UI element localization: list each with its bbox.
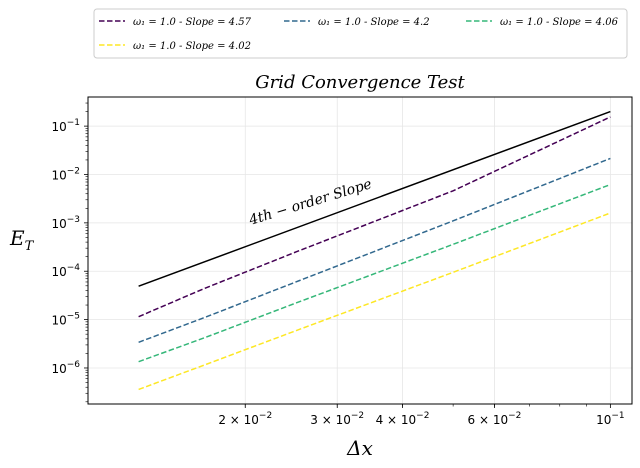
series-line-2 [138,157,611,343]
slope-annotation: 4th − order Slope [246,176,374,229]
series-line-4 [138,212,611,391]
legend-label-1: ω₁ = 1.0 - Slope = 4.57 [133,17,252,28]
legend: ω₁ = 1.0 - Slope = 4.57 ω₁ = 1.0 - Slope … [93,8,628,59]
y-tick-label: 10−4 [51,263,80,279]
series-line-3 [138,183,611,363]
legend-label-3: ω₁ = 1.0 - Slope = 4.06 [500,17,619,28]
x-tick-label: 4 × 10−2 [376,411,430,427]
y-tick-label: 10−5 [51,312,80,328]
plot-area: 4th − order Slope 10−6 10−5 10−4 10−3 10−2 10−… [51,96,633,427]
legend-label-4: ω₁ = 1.0 - Slope = 4.02 [133,41,251,52]
x-tick-label: 3 × 10−2 [310,411,364,427]
chart-title: Grid Convergence Test [255,72,465,93]
y-tick-label: 10−2 [51,166,80,182]
legend-label-2: ω₁ = 1.0 - Slope = 4.2 [318,17,430,28]
y-axis-label: ET [9,226,35,254]
legend-frame [93,8,628,59]
y-tick-label: 10−6 [51,360,80,376]
x-tick-label: 6 × 10−2 [468,411,522,427]
x-tick-label: 2 × 10−2 [218,411,272,427]
reference-line [138,110,611,287]
series-line-1 [138,116,611,318]
x-axis-label: Δx [346,436,373,460]
x-tick-label: 10−1 [596,411,625,427]
axes-frame [87,96,633,405]
y-tick-label: 10−3 [51,215,80,231]
y-tick-label: 10−1 [51,118,80,134]
